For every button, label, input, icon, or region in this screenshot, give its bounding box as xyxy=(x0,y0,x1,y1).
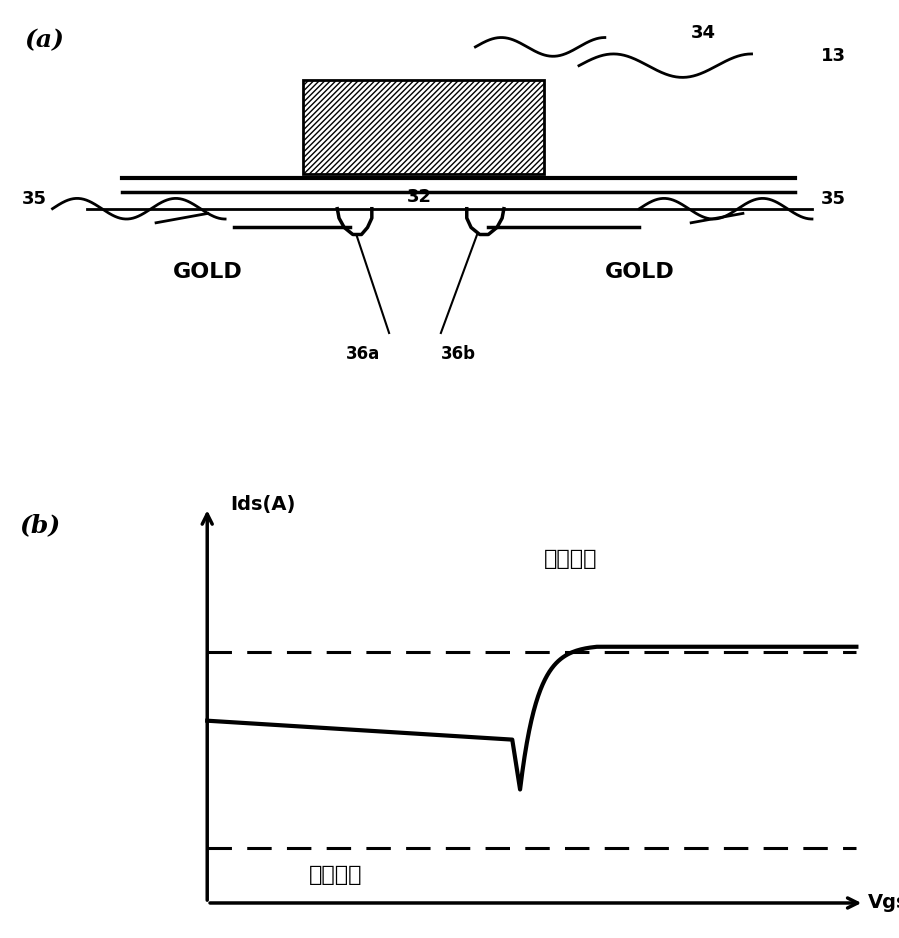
Bar xyxy=(303,80,545,174)
Text: 35: 35 xyxy=(821,190,846,208)
Text: 35: 35 xyxy=(22,190,48,208)
Text: GOLD: GOLD xyxy=(604,262,674,282)
Text: Ids(A): Ids(A) xyxy=(231,494,296,513)
Text: Vgs(V): Vgs(V) xyxy=(868,894,899,913)
Text: 13: 13 xyxy=(821,47,846,66)
Text: 36a: 36a xyxy=(346,345,380,363)
Text: 34: 34 xyxy=(691,23,717,42)
Text: 导通电流: 导通电流 xyxy=(544,549,597,569)
Text: (b): (b) xyxy=(20,514,61,537)
Text: 36b: 36b xyxy=(441,345,476,363)
Text: 断开电流: 断开电流 xyxy=(309,866,362,885)
Text: GOLD: GOLD xyxy=(173,262,243,282)
Text: 32: 32 xyxy=(406,188,432,206)
Text: (a): (a) xyxy=(25,28,65,53)
